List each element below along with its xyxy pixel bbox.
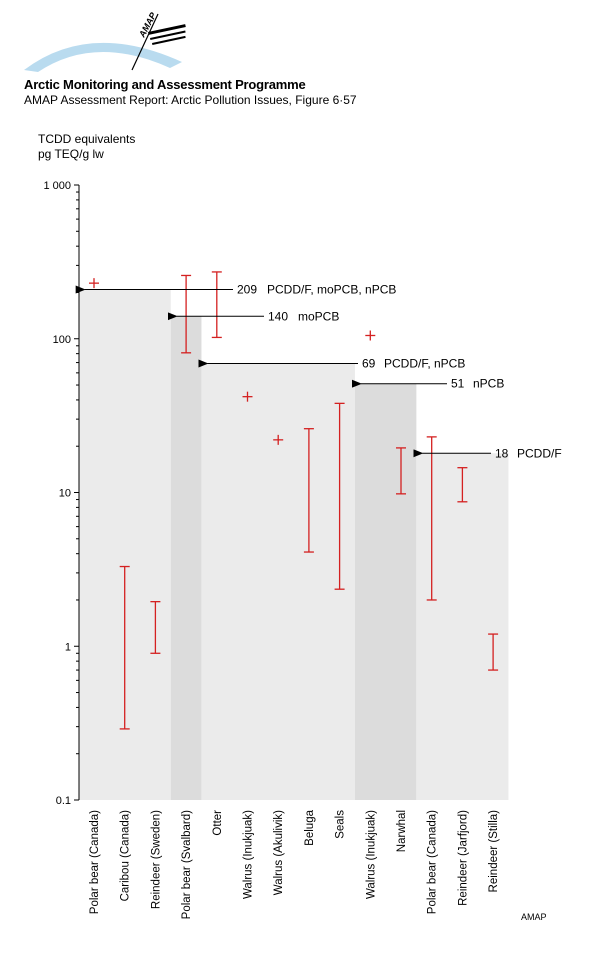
- band-2: [201, 363, 355, 800]
- amap-logo: AMAP: [24, 12, 186, 72]
- band-4: [416, 453, 509, 800]
- band-label-text: PCDD/F, moPCB, nPCB: [267, 283, 396, 297]
- category-label: Reindeer (Stilla): [488, 810, 500, 893]
- category-label: Walrus (Akulivik): [273, 810, 285, 895]
- category-label: Polar bear (Svalbard): [181, 810, 193, 919]
- report-title: AMAP Assessment Report: Arctic Pollution…: [24, 93, 357, 107]
- category-label: Caribou (Canada): [120, 810, 132, 902]
- y-tick-label: 0.1: [56, 795, 71, 807]
- y-tick-label: 100: [53, 334, 71, 346]
- band-label-value: 18: [495, 446, 509, 460]
- category-label: Walrus (Inukjuak): [243, 810, 255, 899]
- category-label: Beluga: [304, 809, 316, 845]
- category-label: Reindeer (Jarfjord): [457, 810, 469, 906]
- band-label-value: 69: [362, 357, 376, 371]
- category-label: Narwhal: [396, 810, 408, 852]
- band-label-value: 209: [237, 283, 257, 297]
- band-labels-layer: 209 PCDD/F, moPCB, nPCB 140 moPCB 69 PCDD/F, …: [75, 283, 562, 460]
- logo-subtext-mark: [150, 30, 186, 40]
- category-label: Polar bear (Canada): [89, 810, 101, 914]
- x-axis-categories: Polar bear (Canada) Caribou (Canada) Reind…: [89, 809, 500, 919]
- category-label: Walrus (Inukjuak): [365, 810, 377, 899]
- logo-arc-icon: [24, 42, 182, 72]
- band-label-text: PCDD/F: [517, 446, 562, 460]
- logo-slash-icon: [131, 13, 159, 71]
- band-label-text: PCDD/F, nPCB: [384, 357, 465, 371]
- y-axis-label-line: TCDD equivalents: [38, 132, 136, 146]
- band-label-text: nPCB: [473, 377, 504, 391]
- y-tick-label: 10: [59, 488, 71, 500]
- category-label: Seals: [335, 810, 347, 839]
- y-axis: 0.1 1 10 100 1 000: [43, 180, 80, 807]
- band-label-value: 140: [268, 309, 288, 323]
- category-label: Otter: [212, 810, 224, 836]
- org-title: Arctic Monitoring and Assessment Program…: [24, 77, 306, 92]
- category-label: Reindeer (Sweden): [150, 810, 162, 909]
- amap-credit: AMAP: [521, 912, 547, 922]
- logo-subtext-mark: [152, 35, 186, 45]
- y-tick-label: 1 000: [43, 180, 71, 192]
- band-label-text: moPCB: [298, 309, 339, 323]
- band-3: [354, 383, 417, 800]
- ranges-layer: [89, 271, 499, 730]
- category-label: Polar bear (Canada): [427, 810, 439, 914]
- y-tick-label: 1: [65, 641, 71, 653]
- band-1: [170, 316, 202, 800]
- band-label-value: 51: [451, 377, 465, 391]
- logo-subtext-mark: [148, 24, 186, 35]
- y-axis-label: TCDD equivalents pg TEQ/g lw: [38, 132, 135, 162]
- y-axis-label-line: pg TEQ/g lw: [38, 147, 104, 161]
